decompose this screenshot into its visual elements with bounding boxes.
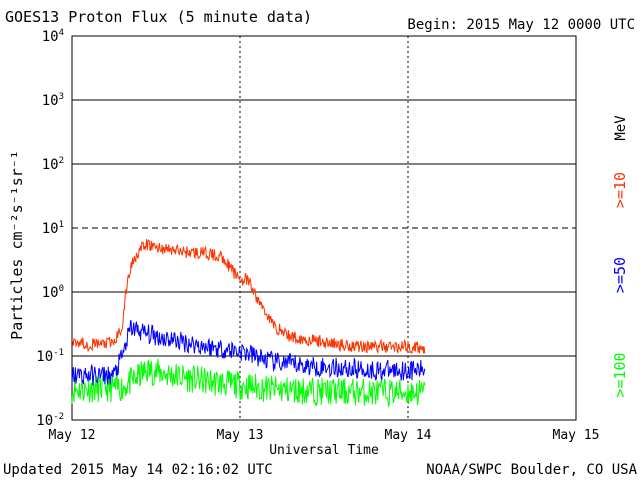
- y-tick-label: 101: [42, 220, 64, 237]
- x-tick-label: May 13: [217, 428, 264, 443]
- grid: [72, 36, 576, 420]
- y-tick-label: 100: [42, 284, 64, 301]
- series-line: [71, 238, 426, 355]
- legend-entry-ge50: >=50: [611, 257, 629, 293]
- series-layer: [71, 238, 426, 408]
- legend-unit: MeV: [613, 115, 629, 141]
- x-axis: May 12 May 13 May 14 May 15: [49, 428, 600, 443]
- chart-title: GOES13 Proton Flux (5 minute data): [5, 8, 312, 26]
- updated-timestamp: Updated 2015 May 14 02:16:02 UTC: [3, 462, 273, 478]
- y-tick-label: 104: [42, 28, 64, 45]
- legend-entry-ge100: >=100: [611, 352, 629, 397]
- x-tick-label: May 14: [385, 428, 432, 443]
- x-tick-label: May 12: [49, 428, 96, 443]
- y-axis-label: Particles cm⁻²s⁻¹sr⁻¹: [8, 150, 26, 340]
- x-tick-label: May 15: [553, 428, 600, 443]
- credit-label: NOAA/SWPC Boulder, CO USA: [426, 462, 637, 478]
- legend-entry-ge10: >=10: [611, 172, 629, 208]
- y-tick-label: 10-2: [36, 412, 64, 429]
- y-tick-label: 10-1: [36, 348, 64, 365]
- series-line: [71, 320, 426, 386]
- y-tick-label: 102: [42, 156, 64, 173]
- begin-label: Begin: 2015 May 12 0000 UTC: [407, 17, 635, 33]
- y-tick-label: 103: [42, 92, 64, 109]
- series-line: [71, 358, 426, 408]
- x-axis-label: Universal Time: [269, 443, 379, 458]
- y-axis: 104 103 102 101 100 10-1 10-2: [36, 28, 64, 429]
